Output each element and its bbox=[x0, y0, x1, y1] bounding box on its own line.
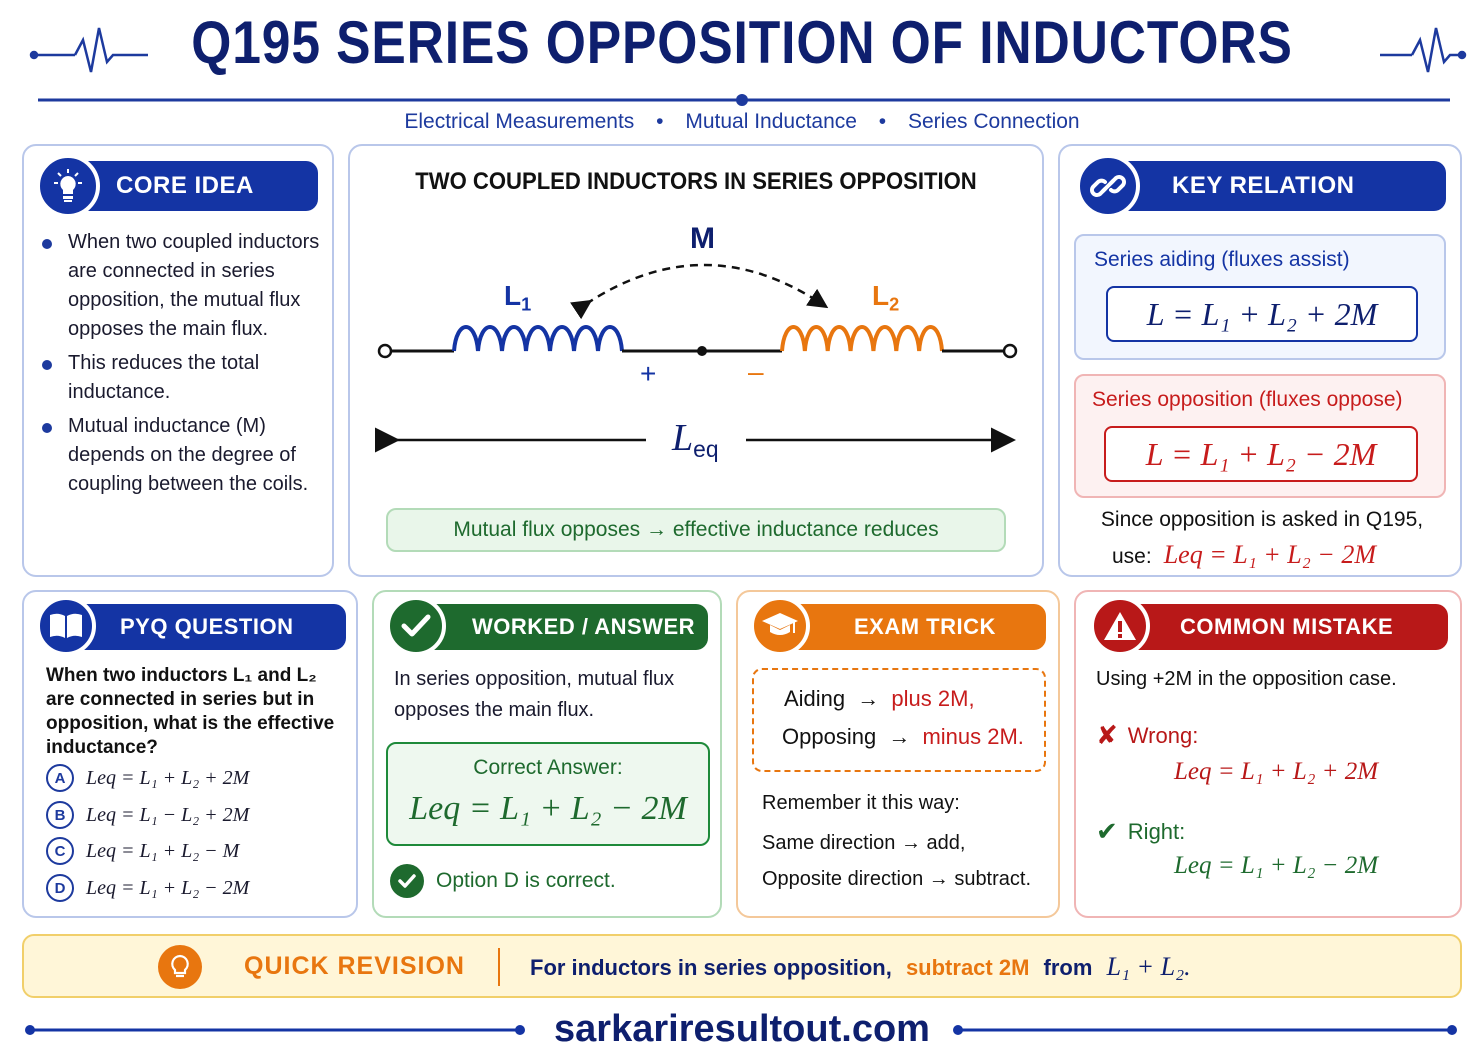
aiding-line: Aiding → plus 2M, bbox=[784, 686, 975, 711]
mistake-text: Using +2M in the opposition case. bbox=[1096, 668, 1397, 690]
subtitle: Electrical Measurements • Mutual Inducta… bbox=[0, 110, 1484, 134]
same-direction-rule: Same direction → add, bbox=[762, 832, 966, 854]
right-label: Right: bbox=[1127, 818, 1186, 844]
inductor-l2-coil bbox=[780, 325, 944, 352]
pyq-option-c[interactable]: C Leq = L₁ + L₂ − M bbox=[46, 837, 239, 865]
cross-icon: ✘ bbox=[1096, 720, 1118, 750]
answer-label: Correct Answer: bbox=[473, 756, 623, 779]
subtitle-topic-2: Mutual Inductance bbox=[685, 110, 857, 133]
key-relation-heading: KEY RELATION bbox=[1106, 161, 1446, 211]
answer-check-line: Option D is correct. bbox=[390, 864, 616, 898]
quick-revision-heading: QUICK REVISION bbox=[244, 952, 465, 980]
right-line: ✔ Right: bbox=[1096, 816, 1185, 847]
diagram-heading: TWO COUPLED INDUCTORS IN SERIES OPPOSITI… bbox=[415, 168, 977, 195]
heartbeat-left-icon bbox=[29, 27, 148, 73]
l1-label: L1 bbox=[504, 280, 532, 315]
mistake-card: COMMON MISTAKE Using +2M in the oppositi… bbox=[1074, 590, 1462, 918]
opposing-line: Opposing → minus 2M. bbox=[782, 724, 1024, 749]
quick-revision-bar: QUICK REVISION For inductors in series o… bbox=[22, 934, 1462, 998]
pyq-option-a[interactable]: A Leq = L₁ + L₂ + 2M bbox=[46, 764, 249, 792]
lightbulb-icon bbox=[36, 154, 100, 218]
junction-node bbox=[697, 346, 707, 356]
exam-trick-heading: EXAM TRICK bbox=[780, 604, 1046, 650]
quick-revision-text: For inductors in series opposition, subt… bbox=[530, 952, 1191, 981]
pyq-option-d[interactable]: D Leq = L₁ + L₂ − 2M bbox=[46, 874, 249, 902]
opposition-formula: L = L₁ + L₂ − 2M bbox=[1104, 426, 1418, 482]
worked-text: In series opposition, mutual flux oppose… bbox=[394, 668, 675, 721]
aiding-box: Series aiding (fluxes assist) L = L₁ + L… bbox=[1074, 234, 1446, 360]
page-title: Q195 SERIES OPPOSITION OF INDUCTORS bbox=[191, 9, 1293, 76]
worked-card: WORKED / ANSWER In series opposition, mu… bbox=[372, 590, 722, 918]
footer-rules bbox=[25, 1025, 1457, 1035]
aiding-label: Series aiding (fluxes assist) bbox=[1094, 248, 1350, 271]
core-idea-heading: CORE IDEA bbox=[66, 161, 318, 211]
graduation-cap-icon bbox=[750, 596, 810, 656]
check-circle-icon bbox=[390, 864, 424, 898]
core-idea-card: CORE IDEA When two coupled inductors are… bbox=[22, 144, 334, 577]
right-terminal bbox=[1002, 343, 1018, 359]
use-formula: Leq = L₁ + L₂ − 2M bbox=[1163, 540, 1376, 569]
key-relation-card: KEY RELATION Series aiding (fluxes assis… bbox=[1058, 144, 1462, 577]
since-text: Since opposition is asked in Q195, bbox=[1100, 508, 1424, 531]
wrong-label: Wrong: bbox=[1127, 722, 1199, 748]
subtitle-topic-1: Electrical Measurements bbox=[404, 110, 635, 133]
leq-label: Leq bbox=[672, 417, 719, 462]
subtitle-topic-3: Series Connection bbox=[908, 110, 1080, 133]
heartbeat-right-icon bbox=[1380, 27, 1467, 73]
core-idea-point: Mutual inductance (M) depends on the deg… bbox=[38, 412, 328, 499]
mutual-label: M bbox=[690, 222, 715, 255]
tick-icon: ✔ bbox=[1096, 816, 1118, 846]
subtitle-separator: • bbox=[878, 110, 887, 133]
mutual-coupling-arc bbox=[570, 263, 829, 320]
minus-sign: – bbox=[748, 356, 764, 387]
wrong-formula: Leq = L₁ + L₂ + 2M bbox=[1174, 758, 1379, 785]
exam-trick-card: EXAM TRICK Aiding → plus 2M, Opposing → … bbox=[736, 590, 1060, 918]
warning-icon bbox=[1090, 596, 1150, 656]
mistake-heading: COMMON MISTAKE bbox=[1122, 604, 1448, 650]
header-decoration bbox=[29, 27, 1467, 106]
footer-site[interactable]: sarkariresultout.com bbox=[554, 1008, 930, 1050]
circuit-diagram bbox=[375, 263, 1018, 453]
answer-formula: Leq = L₁ + L₂ − 2M bbox=[409, 790, 687, 827]
inductor-l1-coil bbox=[452, 325, 624, 352]
link-icon bbox=[1076, 154, 1140, 218]
answer-check-text: Option D is correct. bbox=[436, 869, 616, 892]
plus-sign: + bbox=[640, 358, 657, 389]
core-idea-point: This reduces the total inductance. bbox=[38, 349, 328, 407]
trick-box: Aiding → plus 2M, Opposing → minus 2M. bbox=[752, 668, 1046, 772]
aiding-formula: L = L₁ + L₂ + 2M bbox=[1106, 286, 1418, 342]
wrong-line: ✘ Wrong: bbox=[1096, 720, 1198, 751]
opposite-direction-rule: Opposite direction → subtract. bbox=[762, 868, 1032, 890]
revision-divider bbox=[498, 948, 500, 986]
opposition-label: Series opposition (fluxes oppose) bbox=[1092, 388, 1403, 411]
left-terminal bbox=[377, 343, 393, 359]
core-idea-list: When two coupled inductors are connected… bbox=[38, 228, 328, 504]
pyq-option-b[interactable]: B Leq = L₁ − L₂ + 2M bbox=[46, 801, 249, 829]
remember-text: Remember it this way: bbox=[762, 792, 960, 814]
answer-box: Correct Answer: Leq = L₁ + L₂ − 2M bbox=[386, 742, 710, 846]
worked-heading: WORKED / ANSWER bbox=[416, 604, 708, 650]
use-line: use: Leq = L₁ + L₂ − 2M bbox=[1112, 540, 1376, 570]
subtitle-separator: • bbox=[656, 110, 664, 133]
checkmark-icon bbox=[386, 596, 446, 656]
core-idea-point: When two coupled inductors are connected… bbox=[38, 228, 328, 344]
diagram-note: Mutual flux opposes → effective inductan… bbox=[386, 508, 1006, 552]
pyq-card: PYQ QUESTION When two inductors L₁ and L… bbox=[22, 590, 358, 918]
right-formula: Leq = L₁ + L₂ − 2M bbox=[1174, 852, 1379, 879]
use-label: use: bbox=[1112, 545, 1152, 568]
l2-label: L2 bbox=[872, 280, 900, 315]
pyq-heading: PYQ QUESTION bbox=[66, 604, 346, 650]
pyq-question: When two inductors L₁ and L₂ are connect… bbox=[46, 665, 335, 758]
opposition-box: Series opposition (fluxes oppose) L = L₁… bbox=[1074, 374, 1446, 498]
bulb-icon bbox=[158, 945, 202, 989]
book-icon bbox=[36, 596, 96, 656]
diagram-card: TWO COUPLED INDUCTORS IN SERIES OPPOSITI… bbox=[348, 144, 1044, 577]
header-rule-dot bbox=[736, 94, 748, 106]
